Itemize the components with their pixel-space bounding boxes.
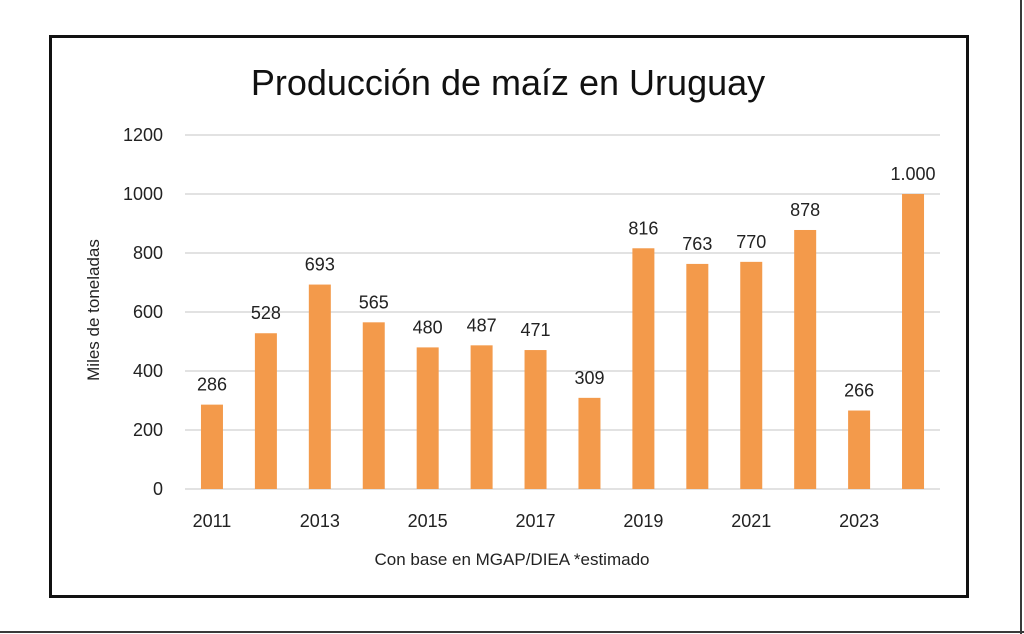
data-label: 528 [251, 303, 281, 323]
data-labels: 286 528 693 565 480 487 471 309 816 763 770 878 266 1… [197, 164, 936, 401]
x-tick-label: 2021 [731, 511, 771, 531]
y-tick-label: 800 [133, 243, 163, 263]
y-tick-label: 1000 [123, 184, 163, 204]
x-tick-label: 2011 [193, 511, 232, 531]
bar-2015 [416, 347, 439, 489]
page-frame-right-edge [1020, 0, 1022, 634]
y-tick-label: 600 [133, 302, 163, 322]
data-label: 471 [521, 320, 551, 340]
y-tick-label: 200 [133, 420, 163, 440]
bar-2013 [308, 284, 331, 489]
x-tick-label: 2015 [408, 511, 448, 531]
data-label: 763 [682, 234, 712, 254]
page-frame-bottom-edge [0, 631, 1024, 633]
data-label: 487 [467, 315, 497, 335]
data-label: 816 [628, 218, 658, 238]
chart-title: Producción de maíz en Uruguay [251, 62, 765, 103]
y-tick-label: 1200 [123, 125, 163, 145]
data-label: 480 [413, 317, 443, 337]
y-axis-ticks: 0 200 400 600 800 1000 1200 [123, 125, 163, 499]
bar-2017 [524, 350, 547, 489]
bar-2011 [200, 404, 223, 489]
x-tick-label: 2023 [839, 511, 879, 531]
data-label: 286 [197, 375, 227, 395]
bar-2016 [470, 345, 493, 489]
data-label: 1.000 [891, 164, 936, 184]
y-tick-label: 0 [153, 479, 163, 499]
bar-2014 [362, 322, 385, 489]
bar-2018 [578, 397, 601, 489]
y-tick-label: 400 [133, 361, 163, 381]
data-label: 693 [305, 255, 335, 275]
data-label: 266 [844, 381, 874, 401]
bars [200, 194, 925, 490]
data-label: 770 [736, 232, 766, 252]
y-axis-label: Miles de toneladas [84, 239, 103, 381]
bar-2012 [254, 333, 277, 489]
x-tick-label: 2017 [516, 511, 556, 531]
bar-2024 [902, 194, 925, 489]
bar-2020 [686, 263, 709, 489]
bar-2021 [740, 261, 763, 489]
data-label: 309 [574, 368, 604, 388]
data-label: 565 [359, 292, 389, 312]
x-axis-ticks: 2011 2013 2015 2017 2019 2021 2023 [193, 511, 880, 531]
x-tick-label: 2013 [300, 511, 340, 531]
bar-2019 [632, 248, 655, 489]
bar-2022 [794, 229, 817, 490]
x-tick-label: 2019 [623, 511, 663, 531]
bar-2023 [848, 410, 871, 489]
gridlines [185, 134, 940, 490]
data-label: 878 [790, 200, 820, 220]
x-axis-label-source: Con base en MGAP/DIEA *estimado [375, 550, 650, 569]
